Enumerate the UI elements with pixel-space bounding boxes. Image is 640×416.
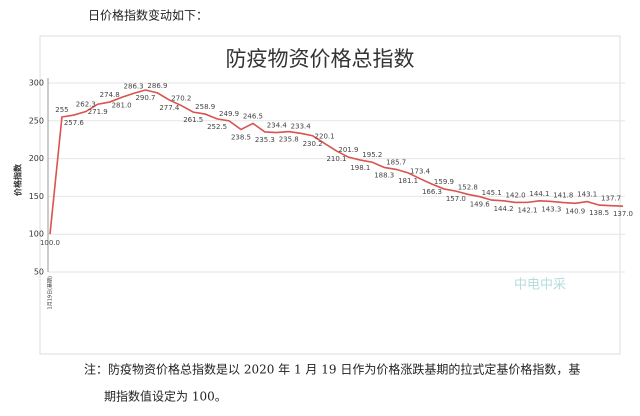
data-label: 252.5: [207, 123, 227, 131]
y-tick-label: 150: [29, 192, 44, 201]
data-label: 290.7: [135, 94, 155, 102]
y-tick-label: 300: [29, 79, 44, 88]
data-label: 271.9: [88, 108, 108, 116]
data-label: 173.4: [410, 168, 431, 176]
data-label: 286.9: [147, 82, 167, 90]
note-line: 期指数值设定为 100。: [104, 389, 227, 404]
data-label: 246.5: [243, 112, 263, 120]
y-tick-label: 250: [29, 116, 44, 125]
data-label: 201.9: [338, 146, 358, 154]
data-label: 262.3: [76, 101, 96, 109]
data-label: 235.8: [279, 136, 299, 144]
data-label: 185.7: [386, 158, 406, 166]
data-label: 258.9: [195, 103, 215, 111]
data-label: 255: [55, 106, 68, 114]
data-label: 270.2: [171, 95, 191, 103]
data-label: 234.4: [267, 122, 288, 130]
data-label: 198.1: [350, 164, 370, 172]
data-label: 143.3: [541, 205, 561, 213]
data-label: 286.3: [124, 82, 144, 90]
data-label: 159.9: [434, 178, 454, 186]
data-label: 152.8: [458, 183, 478, 191]
data-label: 140.9: [565, 207, 585, 215]
data-label: 274.8: [100, 91, 120, 99]
y-tick-label: 200: [29, 154, 44, 163]
y-axis-label: 价格指数: [13, 163, 23, 196]
note-line: 注：防疫物资价格总指数是以 2020 年 1 月 19 日作为价格涨跌基期的拉式…: [84, 362, 580, 377]
data-label: 145.1: [482, 189, 502, 197]
chart-title: 防疫物资价格总指数: [226, 47, 415, 71]
data-label: 100.0: [40, 239, 60, 247]
data-label: 230.2: [303, 140, 323, 148]
data-label: 249.9: [219, 110, 239, 118]
data-label: 195.2: [362, 151, 382, 159]
data-label: 257.6: [64, 119, 85, 127]
data-label: 261.5: [183, 116, 203, 124]
data-label: 137.7: [601, 195, 621, 203]
data-label: 281.0: [112, 101, 132, 109]
data-label: 144.1: [529, 190, 549, 198]
series-line: [49, 89, 624, 235]
data-label: 157.0: [446, 195, 466, 203]
data-label: 142.0: [506, 191, 526, 199]
data-label: 143.1: [577, 191, 597, 199]
intro: 日价格指数变动如下：: [88, 8, 208, 23]
data-label: 149.6: [470, 201, 491, 209]
data-label: 235.3: [255, 136, 275, 144]
data-label: 238.5: [231, 133, 251, 141]
data-label: 188.3: [374, 171, 394, 179]
chart-frame: [39, 35, 621, 355]
y-tick-label: 50: [34, 268, 44, 277]
data-label: 142.1: [517, 206, 537, 214]
data-label: 137.0: [613, 210, 633, 218]
data-label: 233.4: [291, 122, 312, 130]
data-label: 181.1: [398, 177, 418, 185]
data-label: 277.4: [159, 104, 180, 112]
data-label: 144.2: [494, 205, 514, 213]
data-label: 220.1: [315, 132, 335, 140]
data-label: 138.5: [589, 209, 609, 217]
watermark: 中电中采: [514, 278, 566, 293]
y-tick-label: 100: [29, 230, 44, 239]
data-label: 141.8: [553, 192, 573, 200]
x-tick-label: 1月19日(基期): [47, 276, 54, 309]
data-label: 210.1: [326, 155, 346, 163]
data-label: 166.3: [422, 188, 442, 196]
